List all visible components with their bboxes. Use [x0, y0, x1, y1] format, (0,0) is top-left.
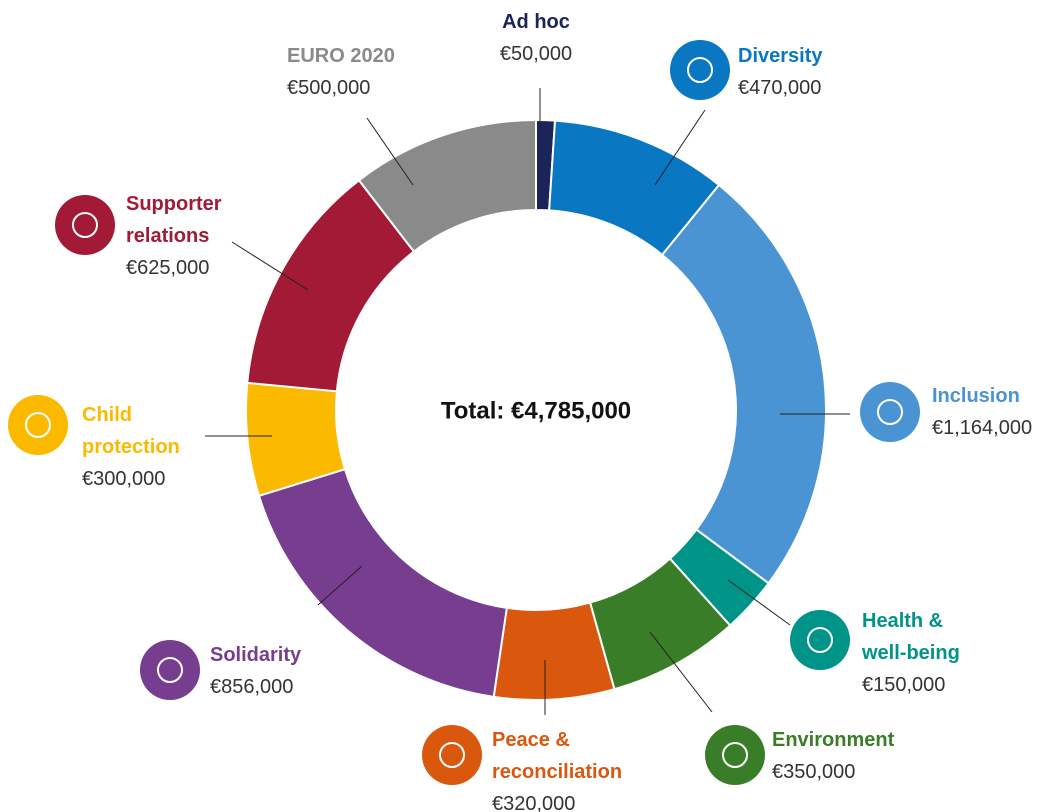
category-label: Health & well-being	[862, 610, 960, 664]
icon	[55, 195, 115, 255]
label: Child protection €300,000	[82, 399, 202, 495]
label: Peace & reconciliation €320,000	[492, 724, 652, 812]
value-label: €500,000	[287, 77, 371, 99]
label: EURO 2020 €500,000	[287, 40, 437, 104]
icon	[422, 725, 482, 785]
category-label: Environment	[772, 729, 895, 751]
category-label: Diversity	[738, 45, 823, 67]
label: Health & well-being €150,000	[862, 605, 992, 701]
icon	[670, 40, 730, 100]
donut-segment	[660, 183, 827, 585]
leader-line	[366, 117, 414, 186]
icon-glyph	[722, 742, 748, 768]
icon	[790, 610, 850, 670]
category-label: Peace & reconciliation	[492, 729, 623, 783]
icon-glyph	[877, 399, 903, 425]
leader-line	[317, 565, 363, 606]
center-label: Total: €4,785,000	[441, 397, 631, 424]
value-label: €470,000	[738, 77, 822, 99]
donut-segment	[357, 118, 537, 253]
category-label: Solidarity	[210, 644, 302, 666]
icon-glyph	[157, 657, 183, 683]
icon-glyph	[807, 627, 833, 653]
value-label: €50,000	[499, 43, 573, 65]
leader-line	[654, 109, 706, 186]
icon	[860, 382, 920, 442]
leader-line	[727, 579, 791, 626]
value-label: €150,000	[862, 674, 946, 696]
leader-line	[649, 631, 713, 713]
leader-line	[231, 241, 309, 291]
icon-glyph	[25, 412, 51, 438]
category-label: Supporter relations	[126, 193, 222, 247]
label: Diversity €470,000	[738, 40, 938, 104]
value-label: €1,164,000	[932, 417, 1033, 439]
icon-glyph	[72, 212, 98, 238]
value-label: €320,000	[492, 793, 576, 812]
value-label: €300,000	[82, 468, 166, 490]
icon	[705, 725, 765, 785]
category-label: Inclusion	[932, 385, 1020, 407]
label: Ad hoc €50,000	[476, 6, 596, 70]
label: Solidarity €856,000	[210, 639, 360, 703]
value-label: €625,000	[126, 257, 210, 279]
category-label: Ad hoc	[502, 11, 570, 33]
label: Environment €350,000	[772, 724, 972, 788]
value-label: €856,000	[210, 676, 294, 698]
category-label: Child protection	[82, 404, 180, 458]
label: Supporter relations €625,000	[126, 188, 236, 284]
icon-glyph	[687, 57, 713, 83]
icon	[8, 395, 68, 455]
icon-glyph	[439, 742, 465, 768]
label: Inclusion €1,164,000	[932, 380, 1053, 444]
value-label: €350,000	[772, 761, 856, 783]
category-label: EURO 2020	[287, 45, 395, 67]
icon	[140, 640, 200, 700]
